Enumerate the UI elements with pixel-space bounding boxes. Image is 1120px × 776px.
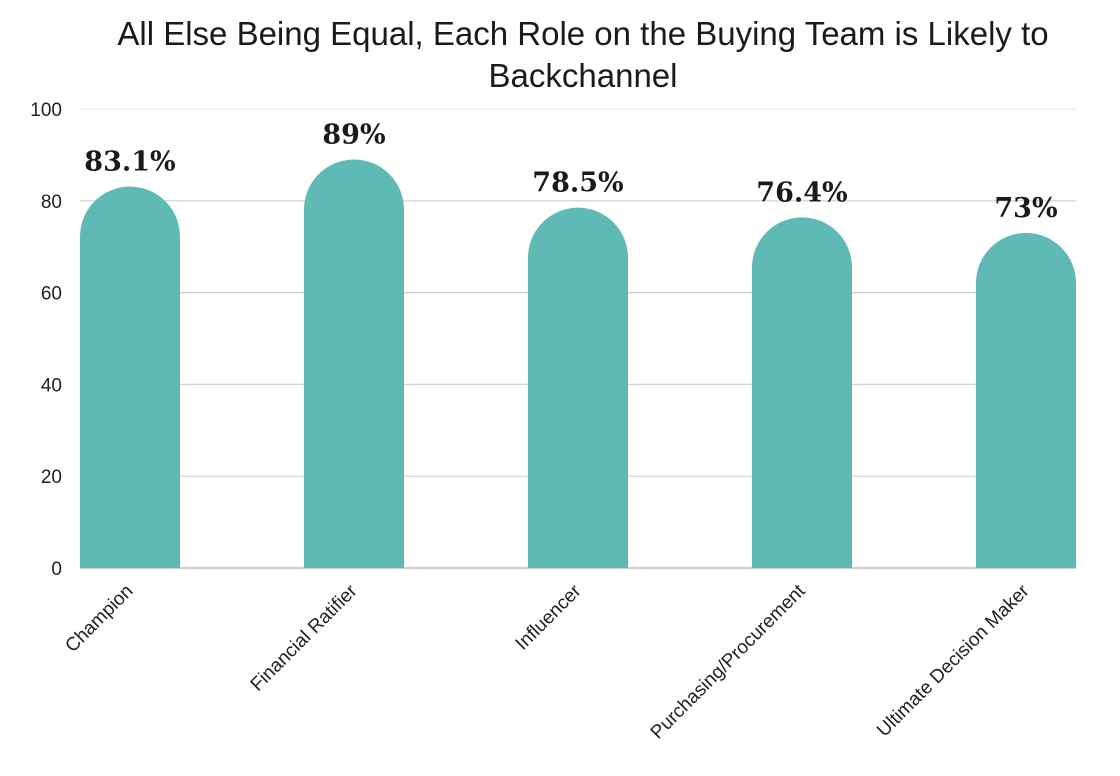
x-tick-label: Influencer	[512, 580, 586, 654]
x-tick-label: Purchasing/Procurement	[647, 580, 810, 743]
y-tick-label: 0	[51, 559, 62, 580]
data-label: 83.1%	[84, 147, 175, 178]
data-label: 73%	[994, 193, 1057, 224]
bar-financial-ratifier	[304, 159, 404, 568]
x-axis-ticks: Champion Financial Ratifier Influencer Purc…	[61, 580, 1034, 743]
chart-title-line-1: All Else Being Equal, Each Role on the B…	[117, 15, 1048, 52]
x-tick-label: Financial Ratifier	[247, 580, 362, 695]
bar-purchasing-procurement	[752, 217, 852, 569]
bars	[80, 159, 1076, 569]
value-labels: 83.1% 89% 78.5% 76.4% 73%	[84, 119, 1057, 223]
chart-title-line-2: Backchannel	[489, 57, 678, 94]
bar-influencer	[528, 207, 628, 568]
bar-champion	[80, 186, 180, 569]
x-tick-label: Ultimate Decision Maker	[873, 580, 1034, 741]
y-tick-label: 40	[41, 375, 62, 396]
y-axis-ticks: 0 20 40 60 80 100	[30, 100, 62, 580]
data-label: 76.4%	[756, 177, 847, 208]
data-label: 89%	[322, 119, 385, 150]
x-tick-label: Champion	[61, 581, 137, 657]
y-tick-label: 80	[41, 192, 62, 213]
y-tick-label: 100	[30, 100, 62, 121]
bar-ultimate-decision-maker	[976, 232, 1076, 568]
data-label: 78.5%	[532, 168, 623, 199]
y-tick-label: 20	[41, 467, 62, 488]
y-tick-label: 60	[41, 284, 62, 305]
chart-title: All Else Being Equal, Each Role on the B…	[117, 15, 1048, 94]
